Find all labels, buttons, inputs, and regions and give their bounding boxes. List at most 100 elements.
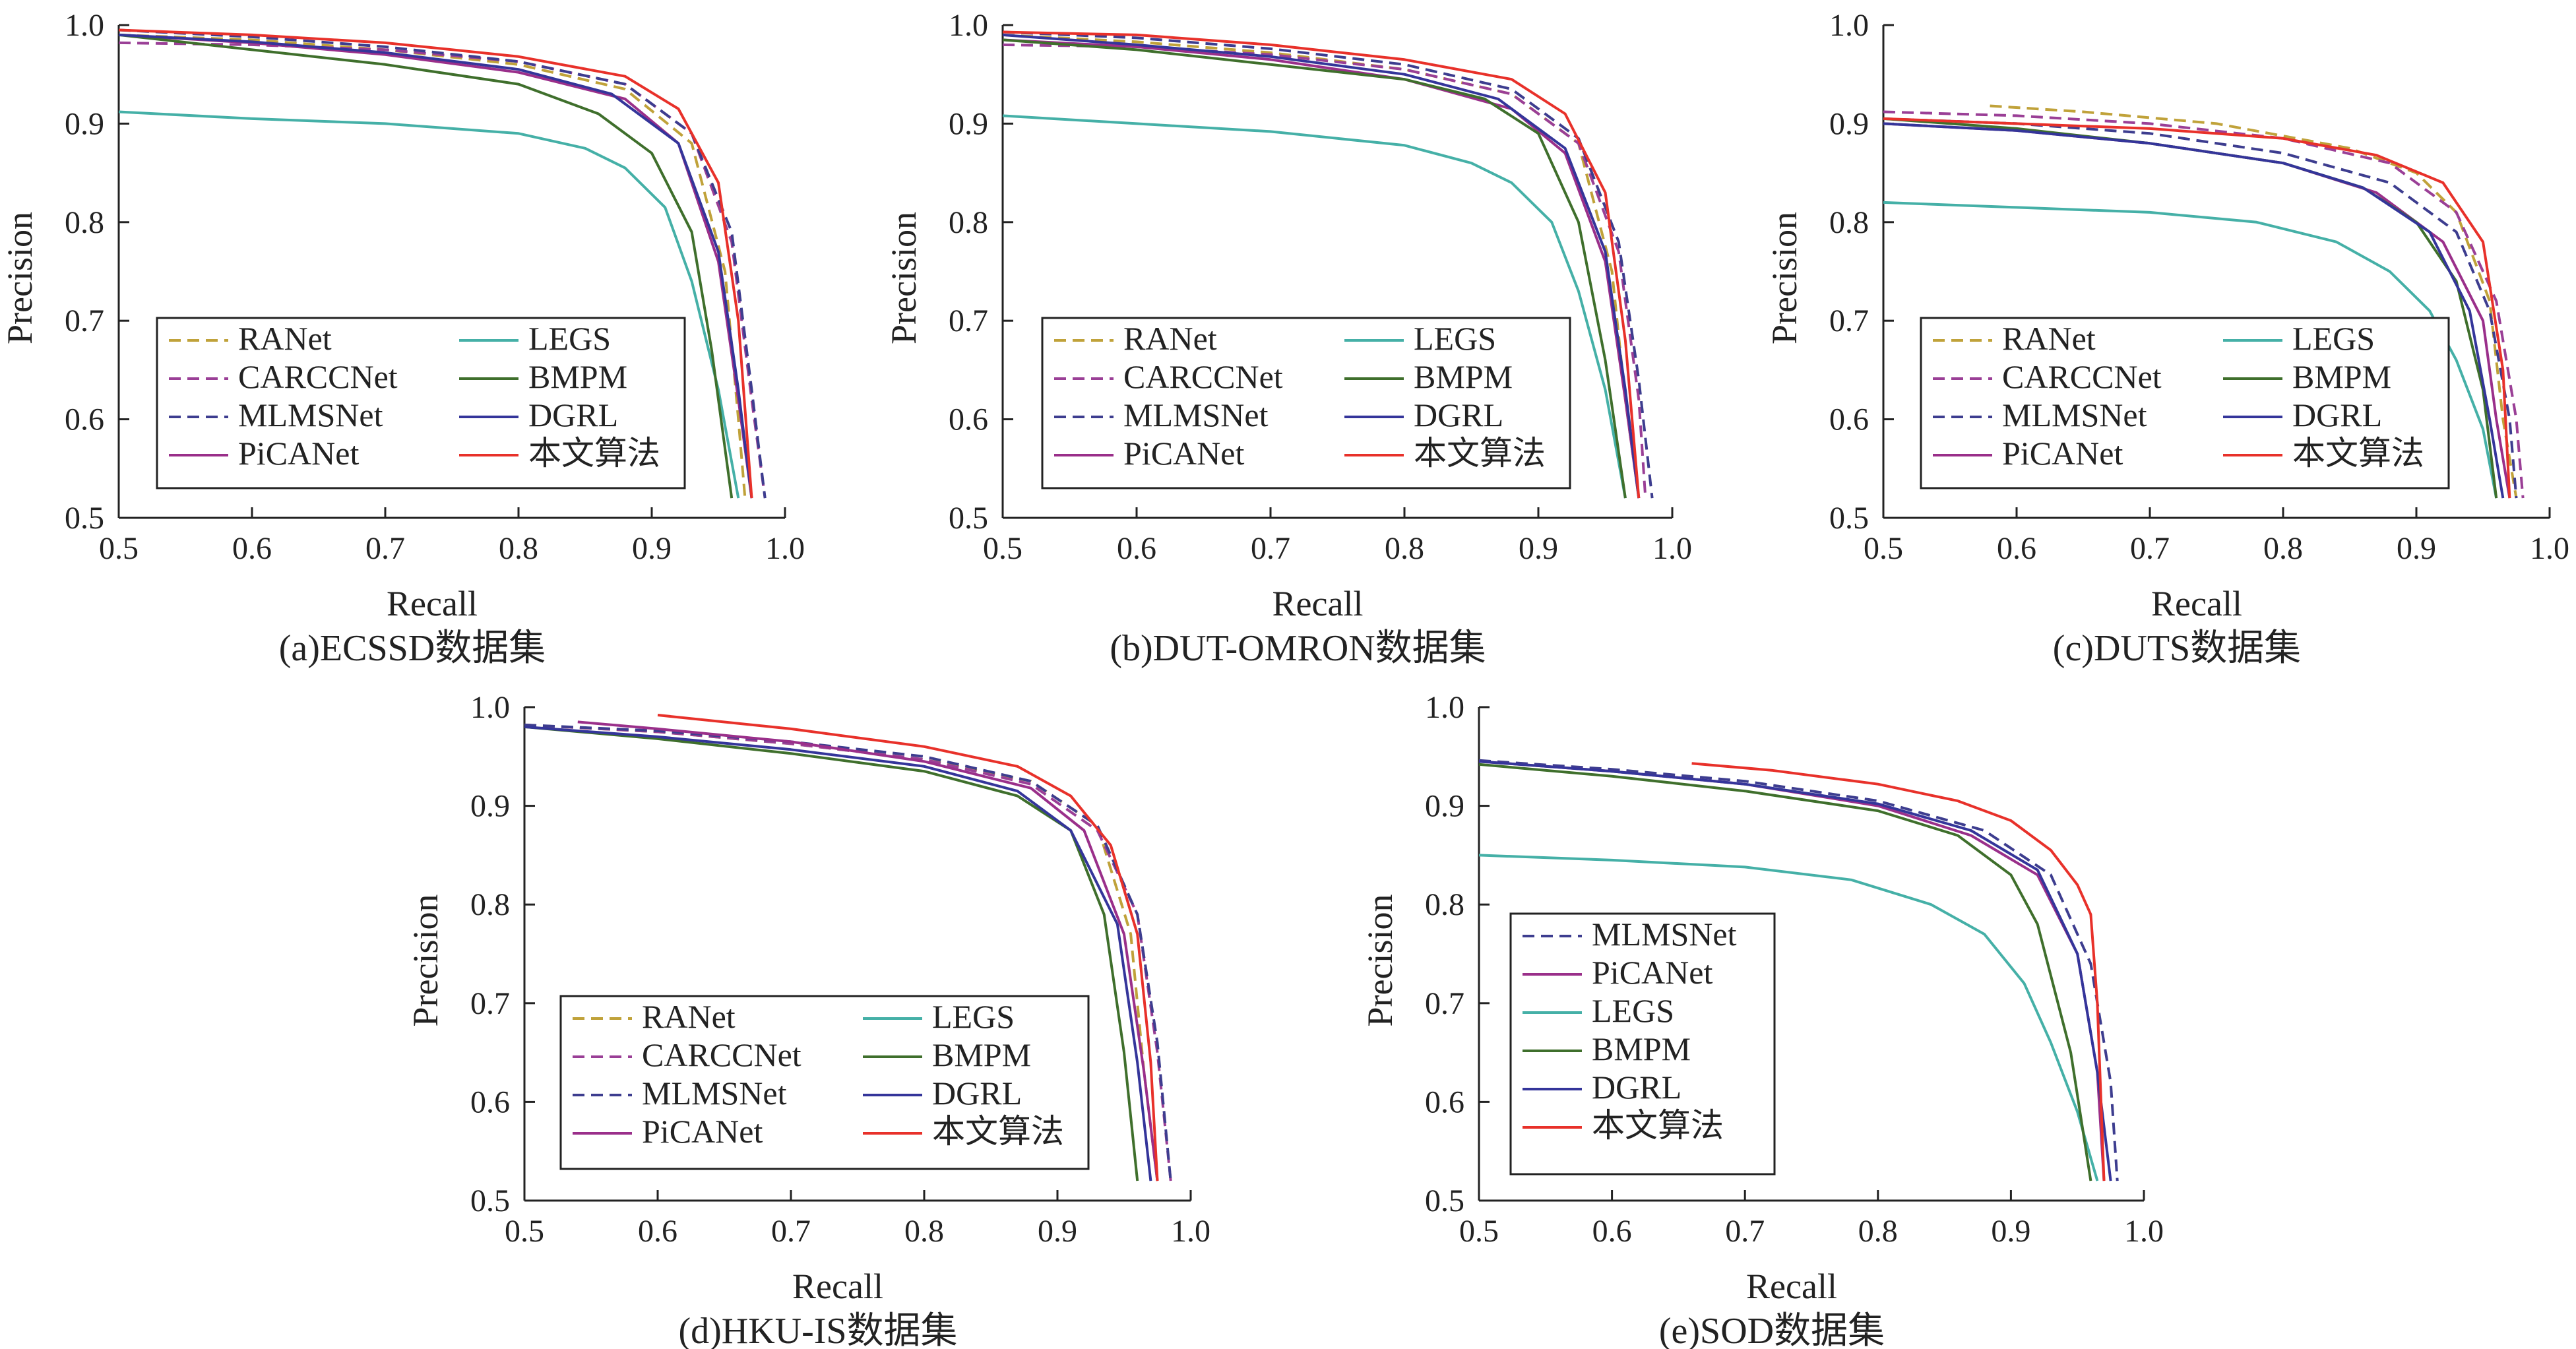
- y-tick-label: 0.9: [1425, 789, 1464, 824]
- y-tick-label: 1.0: [470, 690, 510, 725]
- series-line-bmpm: [1002, 38, 1627, 499]
- x-tick-label: 0.8: [499, 531, 538, 566]
- legend-box: [1509, 912, 1776, 1176]
- x-tick-label: 0.6: [638, 1214, 677, 1249]
- x-tick-label: 0.5: [1459, 1214, 1499, 1249]
- x-tick-label: 0.6: [1997, 531, 2036, 566]
- series-line-ranet: [118, 33, 747, 499]
- chart-panel-3: 0.5 0.6 0.7 0.8 0.9 1.0 0.5 0.6 0.7 0.8 0.9 1.0 Reca…: [406, 690, 1210, 1349]
- y-tick-label: 0.8: [65, 205, 104, 240]
- x-tick-label: 1.0: [2124, 1214, 2164, 1249]
- x-axis-title: Recall: [2151, 584, 2242, 623]
- legend-label-legs: LEGS: [932, 998, 1015, 1035]
- x-axis-title: Recall: [1272, 584, 1364, 623]
- y-tick-label: 0.9: [65, 106, 104, 141]
- series-line-mlmsnet: [118, 28, 767, 499]
- y-tick-label: 0.7: [65, 303, 104, 338]
- chart-caption: (c)DUTS数据集: [2053, 628, 2301, 669]
- legend-label-picanet: PiCANet: [238, 435, 359, 472]
- legend-label-picanet: PiCANet: [1123, 435, 1244, 472]
- x-tick-label: 0.8: [1858, 1214, 1898, 1249]
- legend-label-legs: LEGS: [2292, 320, 2375, 357]
- series-line-本文算法: [657, 714, 1159, 1181]
- x-tick-label: 0.7: [1251, 531, 1290, 566]
- x-tick-label: 1.0: [2530, 531, 2569, 566]
- legend-label-dgrl: DGRL: [1592, 1069, 1681, 1106]
- chart-panel-4: 0.5 0.6 0.7 0.8 0.9 1.0 0.5 0.6 0.7 0.8 0.9 1.0 Reca…: [1360, 690, 2164, 1349]
- x-tick-label: 0.8: [2263, 531, 2303, 566]
- y-axis-title: Precision: [406, 894, 445, 1027]
- x-tick-label: 0.8: [904, 1214, 944, 1249]
- legend-label-ranet: RANet: [2002, 320, 2096, 357]
- legend-box: [1041, 317, 1571, 489]
- series-line-dgrl: [524, 725, 1152, 1181]
- legend-label-bmpm: BMPM: [1414, 358, 1513, 395]
- series-line-mlmsnet: [1478, 759, 2119, 1181]
- legend-label-ranet: RANet: [642, 998, 736, 1035]
- y-tick-label: 0.5: [470, 1183, 510, 1218]
- legend-label-bmpm: BMPM: [1592, 1030, 1691, 1067]
- x-tick-label: 0.8: [1385, 531, 1424, 566]
- chart-caption: (d)HKU-IS数据集: [678, 1311, 957, 1349]
- y-axis-title: Precision: [884, 212, 924, 344]
- y-tick-label: 0.7: [1425, 986, 1464, 1021]
- series-line-bmpm: [118, 33, 734, 499]
- x-tick-label: 1.0: [1652, 531, 1692, 566]
- series-line-mlmsnet: [1883, 117, 2518, 499]
- y-tick-label: 0.7: [949, 303, 988, 338]
- legend: RANet LEGS CARCCNet BMPM MLMSNet DGRL PiCANet 本…: [1920, 317, 2450, 489]
- x-axis-title: Recall: [387, 584, 478, 623]
- legend-label-carccnet: CARCCNet: [642, 1036, 801, 1073]
- series-line-本文算法: [1002, 30, 1641, 499]
- legend-box: [1920, 317, 2450, 489]
- legend-label-legs: LEGS: [1592, 992, 1674, 1029]
- x-tick-label: 1.0: [1171, 1214, 1210, 1249]
- series-line-picanet: [577, 720, 1159, 1181]
- legend-label-本文算法: 本文算法: [528, 435, 660, 472]
- x-tick-label: 0.5: [99, 531, 139, 566]
- legend-label-dgrl: DGRL: [1414, 396, 1503, 433]
- legend-label-mlmsnet: MLMSNet: [1592, 916, 1737, 953]
- series-line-dgrl: [1002, 33, 1641, 499]
- y-tick-label: 0.5: [65, 501, 104, 536]
- y-tick-label: 0.9: [949, 106, 988, 141]
- y-tick-label: 0.5: [949, 501, 988, 536]
- series-line-dgrl: [1478, 760, 2112, 1181]
- series-line-dgrl: [118, 33, 753, 499]
- y-axis-title: Precision: [1765, 212, 1804, 344]
- series-line-carccnet: [1883, 110, 2525, 499]
- legend-label-carccnet: CARCCNet: [1123, 358, 1283, 395]
- chart-panel-1: 0.5 0.6 0.7 0.8 0.9 1.0 0.5 0.6 0.7 0.8 0.9 1.0 Reca…: [884, 8, 1692, 669]
- y-tick-label: 0.8: [949, 205, 988, 240]
- y-tick-label: 0.6: [470, 1084, 510, 1119]
- chart-caption: (a)ECSSD数据集: [279, 628, 546, 669]
- series-line-legs: [1002, 114, 1627, 499]
- legend-label-mlmsnet: MLMSNet: [1123, 396, 1269, 433]
- series-line-mlmsnet: [1002, 30, 1654, 499]
- y-tick-label: 0.7: [1829, 303, 1869, 338]
- x-axis-title: Recall: [792, 1267, 883, 1306]
- chart-panel-2: 0.5 0.6 0.7 0.8 0.9 1.0 0.5 0.6 0.7 0.8 0.9 1.0 Reca…: [1765, 8, 2569, 669]
- y-tick-label: 0.6: [949, 402, 988, 437]
- y-tick-label: 0.6: [1829, 402, 1869, 437]
- legend-label-picanet: PiCANet: [1592, 954, 1712, 991]
- x-tick-label: 0.9: [2397, 531, 2436, 566]
- y-tick-label: 0.5: [1425, 1183, 1464, 1218]
- series-line-legs: [1883, 201, 2498, 499]
- legend-label-bmpm: BMPM: [2292, 358, 2391, 395]
- series-line-本文算法: [1691, 762, 2106, 1181]
- y-tick-label: 1.0: [949, 8, 988, 43]
- x-tick-label: 0.5: [1864, 531, 1903, 566]
- y-tick-label: 0.8: [1425, 887, 1464, 922]
- y-tick-label: 0.9: [1829, 106, 1869, 141]
- legend-label-本文算法: 本文算法: [932, 1113, 1064, 1150]
- legend-label-ranet: RANet: [238, 320, 332, 357]
- legend: RANet LEGS CARCCNet BMPM MLMSNet DGRL PiCANet 本…: [1041, 317, 1571, 489]
- legend-label-carccnet: CARCCNet: [238, 358, 398, 395]
- legend-label-picanet: PiCANet: [2002, 435, 2123, 472]
- x-tick-label: 0.5: [983, 531, 1022, 566]
- legend-label-mlmsnet: MLMSNet: [2002, 396, 2147, 433]
- y-tick-label: 0.7: [470, 986, 510, 1021]
- legend-label-legs: LEGS: [528, 320, 611, 357]
